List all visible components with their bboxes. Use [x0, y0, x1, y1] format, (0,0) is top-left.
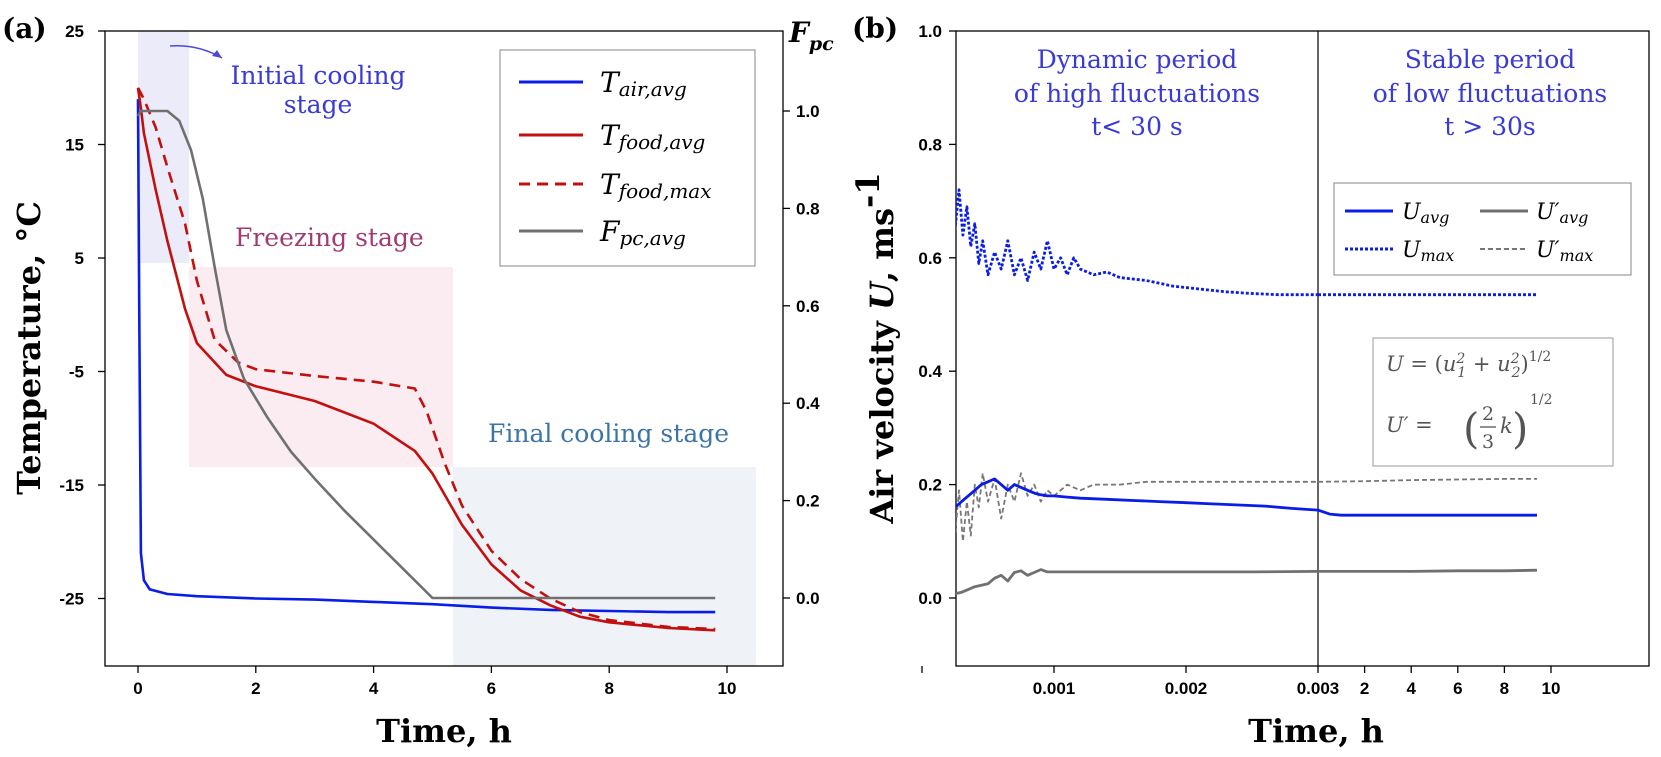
series-fpc-avg	[136, 109, 716, 600]
series-tfood-avg	[136, 87, 716, 632]
panel-a-yticks: 25 15 5 -5 -15 -25	[59, 22, 105, 609]
panel-a-plot-area	[104, 30, 784, 667]
equation-uprime: U′ =	[1386, 413, 1433, 437]
panel-b-legend: Uavg Umax U′avg U′max	[1333, 182, 1632, 276]
legend-tfood-max: Tfood,max	[600, 168, 712, 203]
x-tick-label: 10	[718, 679, 737, 698]
legend-uprime-avg: U′avg	[1536, 200, 1588, 227]
y2-tick-label: 0.0	[796, 589, 820, 608]
eq-exponent: 1/2	[1530, 392, 1553, 408]
y-tick-label: 0.0	[918, 589, 942, 608]
panel-b-plot-area	[955, 30, 1650, 667]
y-tick-label: 0.6	[918, 249, 942, 268]
y2-tick-label: 0.4	[796, 394, 820, 413]
y-tick-label: 1.0	[918, 22, 942, 41]
y-tick-label: -25	[59, 590, 84, 609]
panel-b-yticks: 1.0 0.8 0.6 0.4 0.2 0.0	[918, 22, 956, 608]
panel-a-xticks: 0 2 4 6 8 10	[133, 666, 736, 698]
note-initial-2: stage	[284, 90, 353, 119]
y-tick-label: 5	[75, 249, 84, 268]
legend-fpc: Fpc,avg	[599, 215, 686, 250]
y-tick-label: 0.2	[918, 476, 942, 495]
series-u-max-stable	[1317, 477, 1537, 483]
legend-umax: Umax	[1402, 238, 1454, 265]
x-tick-label: 6	[1453, 679, 1462, 698]
x-tick-label: 0.001	[1033, 679, 1076, 698]
frac-den: 3	[1482, 431, 1494, 453]
x-tick-label: 10	[1542, 679, 1561, 698]
x-tick-label: 8	[1500, 679, 1509, 698]
panel-b-label: (b)	[852, 12, 898, 45]
legend-uavg: Uavg	[1402, 200, 1449, 227]
x-tick-label: 2	[1360, 679, 1369, 698]
series-uavg	[956, 477, 1319, 512]
y-tick-label: -15	[59, 476, 84, 495]
panel-a-y2ticks: 1.0 0.8 0.6 0.4 0.2 0.0	[783, 102, 820, 608]
x-tick-label: 4	[1406, 679, 1416, 698]
legend-tair: Tair,avg	[600, 66, 687, 101]
series-uavg-stable	[1317, 508, 1537, 517]
pointer-arrowhead	[212, 50, 222, 58]
x-tick-label: 0	[133, 679, 142, 698]
x-tick-label: 4	[369, 679, 379, 698]
legend-uprime-max: U′max	[1536, 238, 1593, 265]
x-tick-label: 2	[251, 679, 260, 698]
note-initial-1: Initial cooling	[230, 61, 405, 90]
period-dynamic-2: of high fluctuations	[1014, 79, 1260, 108]
series-u-avg-stable	[1318, 568, 1538, 573]
x-tick-label: 0.003	[1297, 679, 1340, 698]
series-u-avg	[956, 568, 1319, 595]
equations-box: U = (u2 1 + u2 2)1/2 U′ = ( 2 3 k ) 1/2	[1372, 337, 1614, 467]
period-dynamic-3: t< 30 s	[1091, 112, 1183, 141]
paren-right: )	[1512, 404, 1528, 453]
note-freezing: Freezing stage	[235, 223, 424, 252]
y-tick-label: 0.8	[918, 135, 942, 154]
series-umax	[956, 188, 1318, 297]
y-tick-label: -5	[69, 363, 84, 382]
panel-b-series	[956, 188, 1538, 595]
x-tick-label: 0.002	[1165, 679, 1208, 698]
y2-tick-label: 0.8	[796, 199, 820, 218]
panel-a-label: (a)	[2, 12, 47, 45]
y-tick-label: 0.4	[918, 362, 942, 381]
period-dynamic-1: Dynamic period	[1037, 45, 1238, 74]
y2-tick-label: 0.2	[796, 492, 820, 511]
freezing-region	[189, 267, 453, 467]
x-tick-label: 8	[604, 679, 613, 698]
panel-b-xticks: 0.001 0.002 0.003 2 4 6 8 10	[921, 666, 1561, 698]
panel-a-legend: Tair,avg Tfood,avg Tfood,max Fpc,avg	[499, 49, 756, 267]
legend-tfood-avg: Tfood,avg	[600, 119, 705, 154]
series-tfood-max	[136, 87, 716, 631]
panel-a-ylabel: Temperature, °C	[10, 201, 48, 495]
panel-a-y2label: Fpc	[788, 16, 834, 55]
period-stable-1: Stable period	[1405, 45, 1576, 74]
y2-tick-label: 0.6	[796, 297, 820, 316]
note-final: Final cooling stage	[488, 419, 729, 448]
paren-left: (	[1463, 404, 1479, 453]
panel-a-xlabel: Time, h	[376, 712, 512, 750]
frac-num: 2	[1482, 403, 1494, 425]
eq-k: k	[1500, 414, 1513, 438]
equation-u: U = (u2 1 + u2 2)1/2	[1386, 349, 1551, 381]
y-tick-label: 15	[65, 136, 84, 155]
panel-a-series	[136, 87, 716, 632]
series-u-max	[956, 472, 1318, 543]
period-stable-3: t > 30s	[1444, 112, 1536, 141]
series-tair-avg	[136, 99, 716, 614]
final-cooling-region	[453, 467, 756, 666]
panel-b-xlabel: Time, h	[1248, 712, 1384, 750]
stage-shading	[138, 31, 756, 666]
y2-tick-label: 1.0	[796, 102, 820, 121]
period-stable-2: of low fluctuations	[1373, 79, 1608, 108]
y-tick-label: 25	[65, 22, 84, 41]
panel-b-ylabel: Air velocity U, ms-1	[849, 172, 901, 524]
x-tick-label: 6	[487, 679, 496, 698]
